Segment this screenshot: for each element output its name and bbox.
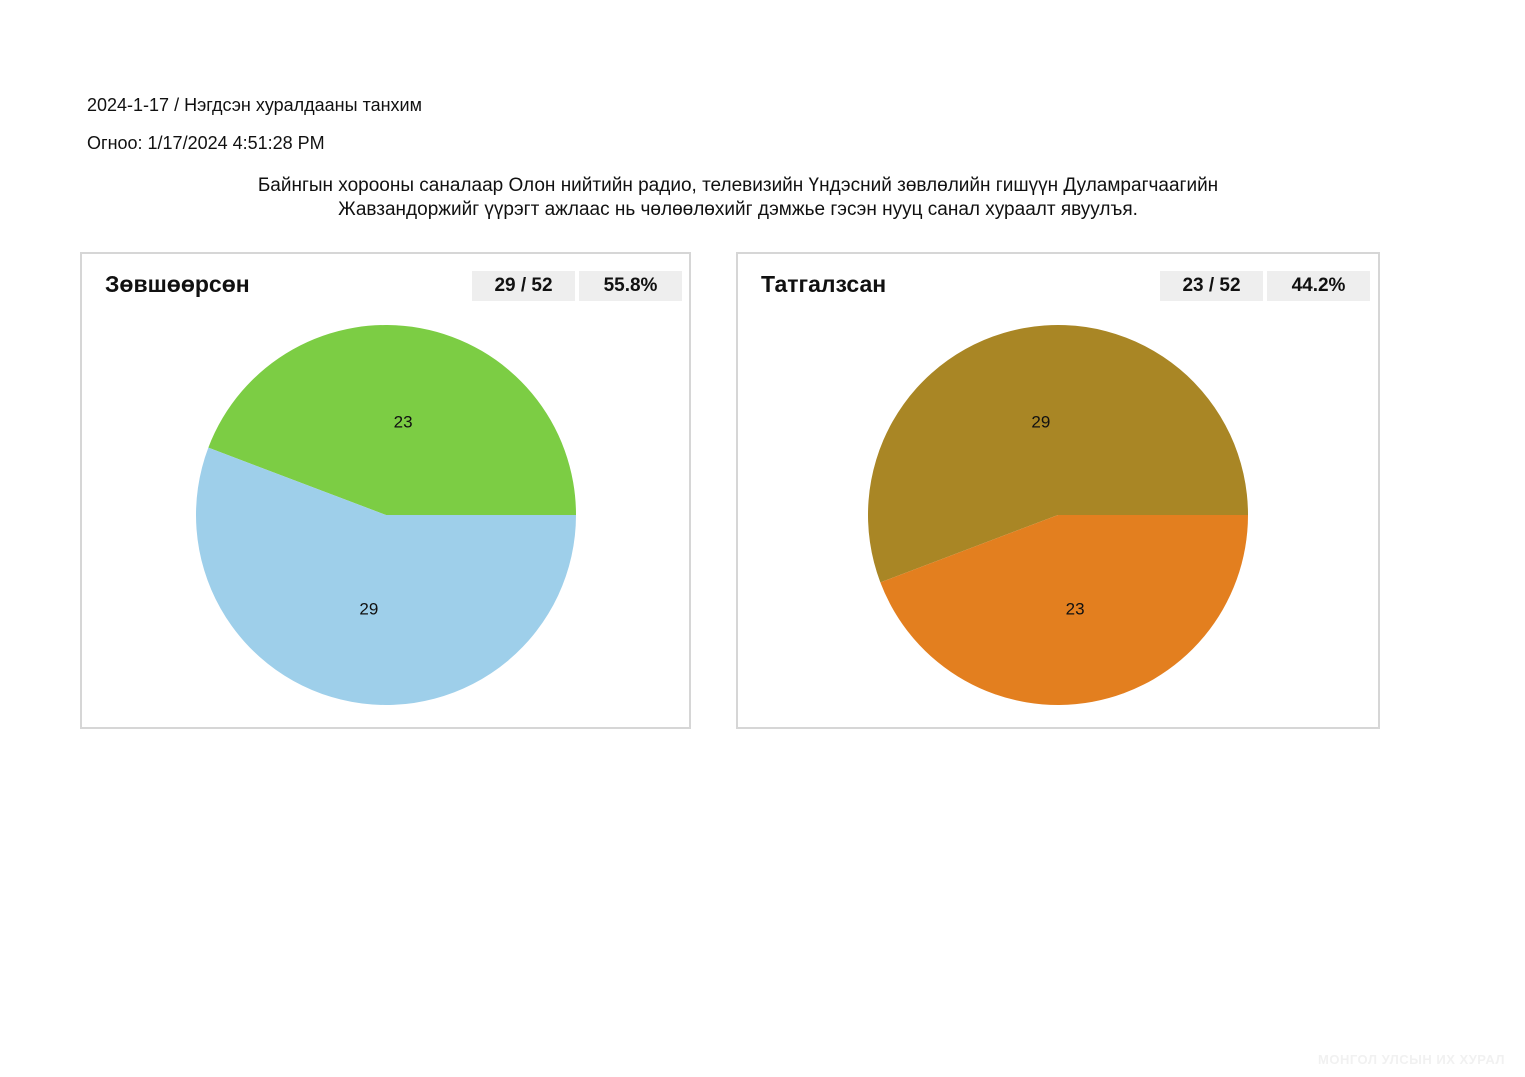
approve-chart-panel: Зөвшөөрсөн 29 / 52 55.8% 23 29	[80, 252, 691, 729]
approve-pie-chart: 23 29	[196, 324, 576, 705]
pie-slice	[208, 324, 576, 515]
motion-line-1: Байнгын хорооны саналаар Олон нийтийн ра…	[257, 175, 1219, 196]
reject-count: 23 / 52	[1160, 271, 1263, 301]
watermark: МОНГОЛ УЛСЫН ИХ ХУРАЛ	[1318, 1052, 1505, 1067]
slice-value-label: 23	[394, 413, 413, 432]
pie-slice	[868, 325, 1248, 583]
approve-percent: 55.8%	[579, 271, 682, 301]
approve-title: Зөвшөөрсөн	[105, 271, 250, 297]
reject-pie-chart: 29 23	[868, 325, 1248, 705]
session-info: 2024-1-17 / Нэгдсэн хуралдааны танхим	[87, 95, 422, 115]
vote-date: Огноо: 1/17/2024 4:51:28 PM	[87, 133, 325, 153]
reject-chart-panel: Татгалзсан 23 / 52 44.2% 29 23	[736, 252, 1380, 729]
pie-slice	[196, 447, 576, 705]
motion-line-2: Жавзандоржийг үүрэгт ажлаас нь чөлөөлөхи…	[338, 199, 1138, 220]
approve-count: 29 / 52	[472, 271, 575, 301]
slice-value-label: 23	[1066, 599, 1085, 618]
slice-value-label: 29	[359, 599, 378, 618]
reject-percent: 44.2%	[1267, 271, 1370, 301]
motion-text: Байнгын хорооны саналаар Олон нийтийн ра…	[80, 174, 1396, 222]
slice-value-label: 29	[1031, 413, 1050, 432]
reject-title: Татгалзсан	[761, 271, 887, 297]
pie-slice	[880, 515, 1248, 705]
